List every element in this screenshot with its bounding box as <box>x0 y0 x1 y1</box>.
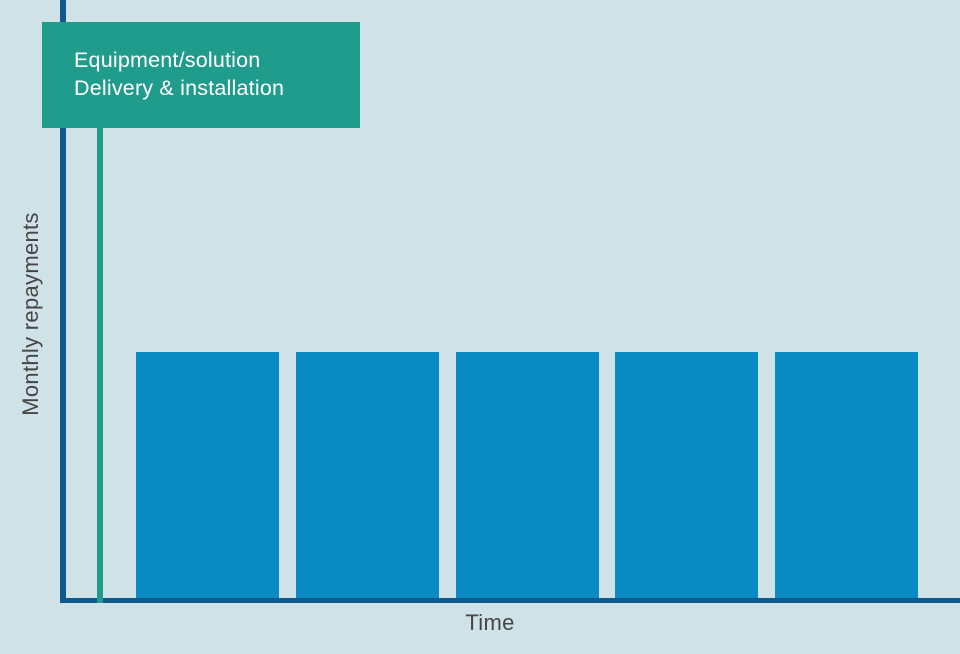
y-axis-label: Monthly repayments <box>18 212 43 416</box>
bar-series <box>136 352 918 598</box>
bar-4 <box>615 352 759 598</box>
bar-5 <box>775 352 918 598</box>
bar-3 <box>455 352 599 598</box>
y-axis-line <box>60 0 66 603</box>
bar-2 <box>295 352 439 598</box>
bar-1 <box>136 352 279 598</box>
x-axis-line <box>60 598 960 603</box>
delivery-callout: Equipment/solution Delivery & installati… <box>42 22 360 128</box>
x-axis-label: Time <box>465 610 515 635</box>
delivery-marker-line <box>97 110 103 603</box>
callout-text-line2: Delivery & installation <box>74 76 285 100</box>
callout-text-line1: Equipment/solution <box>74 48 261 72</box>
